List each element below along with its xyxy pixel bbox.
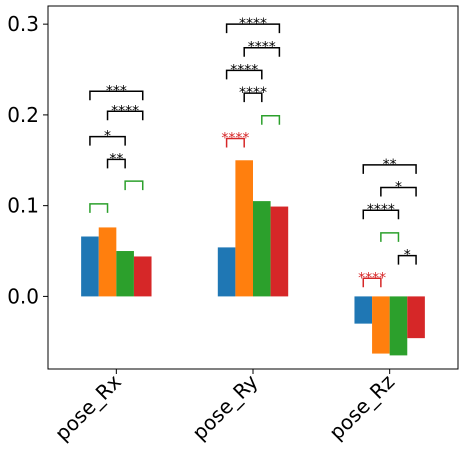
significance-bracket bbox=[89, 90, 144, 101]
bar-pose_Rx-series-3 bbox=[116, 251, 134, 297]
significance-bracket bbox=[362, 209, 400, 220]
significance-bracket bbox=[362, 277, 382, 288]
bar-pose_Ry-series-1 bbox=[217, 247, 236, 297]
significance-bracket bbox=[380, 232, 400, 242]
significance-label: * bbox=[404, 248, 411, 264]
bars-layer bbox=[81, 160, 425, 356]
significance-label: **** bbox=[111, 103, 139, 119]
bar-pose_Ry-series-4 bbox=[270, 206, 289, 297]
bar-pose_Rz-series-4 bbox=[407, 296, 425, 339]
significance-bracket bbox=[89, 203, 109, 213]
bar-pose_Rz-series-3 bbox=[389, 296, 408, 356]
significance-bracket bbox=[397, 254, 417, 265]
bar-pose_Rz-series-1 bbox=[354, 296, 373, 324]
significance-label: **** bbox=[248, 40, 276, 56]
y-tick-label: 0.3 bbox=[7, 12, 39, 36]
significance-label: **** bbox=[367, 202, 395, 218]
significance-bracket bbox=[380, 186, 417, 197]
significance-bracket bbox=[106, 110, 144, 121]
x-tick-label: pose_Ry bbox=[187, 369, 262, 444]
significance-label: **** bbox=[230, 62, 258, 78]
y-tick-label: 0.2 bbox=[7, 103, 39, 127]
bar-pose_Ry-series-3 bbox=[253, 201, 271, 297]
significance-label: ** bbox=[383, 157, 397, 173]
significance-label: **** bbox=[358, 270, 386, 286]
significance-label: **** bbox=[239, 85, 267, 101]
significance-label: ** bbox=[109, 151, 123, 167]
significance-bracket bbox=[106, 158, 126, 169]
bar-pose_Rz-series-2 bbox=[372, 296, 390, 354]
bar-pose_Rx-series-1 bbox=[81, 236, 99, 297]
significance-layer: ****************************************… bbox=[89, 16, 417, 288]
significance-bracket bbox=[124, 180, 144, 191]
significance-bracket bbox=[261, 115, 281, 125]
y-tick-label: 0.0 bbox=[7, 284, 39, 308]
significance-bracket bbox=[243, 92, 263, 103]
x-tick-label: pose_Rz bbox=[324, 370, 399, 445]
significance-label: *** bbox=[106, 83, 127, 99]
bar-pose_Rx-series-2 bbox=[98, 227, 117, 297]
significance-label: * bbox=[104, 129, 111, 145]
significance-bracket bbox=[225, 23, 281, 34]
significance-bracket bbox=[243, 46, 281, 57]
significance-bracket bbox=[362, 164, 417, 174]
significance-bracket bbox=[225, 69, 263, 80]
bar-pose_Ry-series-2 bbox=[235, 160, 253, 297]
significance-label: **** bbox=[221, 130, 249, 146]
x-tick-label: pose_Rx bbox=[50, 369, 126, 445]
significance-bracket bbox=[89, 135, 126, 146]
y-tick-label: 0.1 bbox=[7, 194, 39, 218]
significance-bracket bbox=[225, 137, 245, 148]
significance-label: * bbox=[395, 180, 402, 196]
significance-label: **** bbox=[239, 16, 267, 32]
bar-pose_Rx-series-4 bbox=[133, 256, 152, 297]
